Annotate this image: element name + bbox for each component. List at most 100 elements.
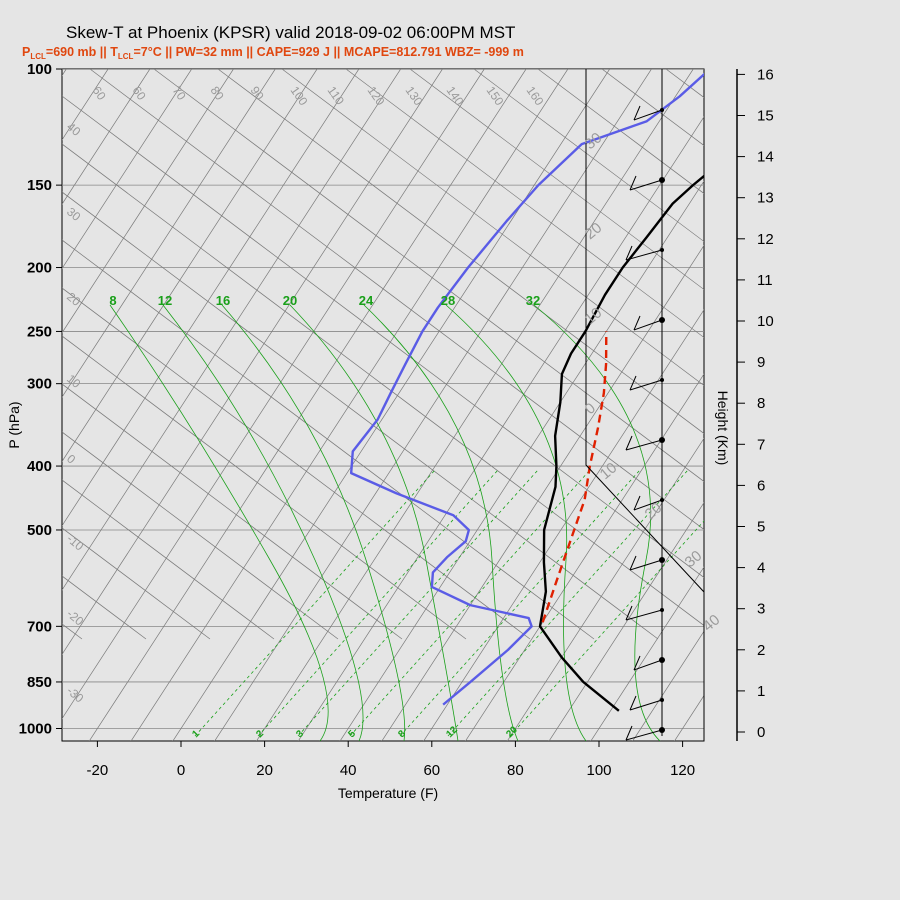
isotherm-line bbox=[506, 437, 704, 741]
wind-barb bbox=[625, 609, 663, 621]
wind-barb-flag bbox=[633, 495, 641, 511]
y-axis-label: P (hPa) bbox=[6, 401, 22, 448]
y-tick-label: 850 bbox=[27, 674, 52, 691]
wind-barb-flag bbox=[633, 655, 641, 671]
dry-adiabat-line bbox=[62, 335, 467, 640]
dry-adiabat-line bbox=[217, 69, 704, 434]
wind-barb-flag bbox=[629, 175, 637, 191]
x-tick-label: 60 bbox=[423, 762, 440, 779]
height-panel-border bbox=[585, 69, 705, 741]
isotherm-line bbox=[172, 69, 610, 741]
height-tick-label: 0 bbox=[757, 724, 765, 741]
x-tick-label: 40 bbox=[340, 762, 357, 779]
mixing-ratio-label: 32 bbox=[526, 293, 540, 308]
grid-lines bbox=[0, 69, 900, 742]
dry-adiabat-line bbox=[0, 69, 18, 639]
isotherm-line bbox=[757, 69, 900, 742]
isotherm-line bbox=[548, 502, 704, 741]
y-tick-label: 400 bbox=[27, 458, 52, 475]
isotherm-line bbox=[62, 69, 276, 398]
isotherm-line bbox=[62, 69, 151, 205]
x-tick-label: 20 bbox=[256, 762, 273, 779]
wind-barb bbox=[633, 659, 663, 671]
height-tick-label: 15 bbox=[757, 108, 774, 125]
isotherm-line bbox=[130, 69, 569, 741]
isotherm-line bbox=[214, 69, 652, 741]
y-tick-label: 100 bbox=[27, 61, 52, 78]
y-tick-label: 500 bbox=[27, 522, 52, 539]
wind-barb bbox=[629, 179, 663, 191]
isotherm-line bbox=[256, 69, 694, 741]
height-tick-label: 3 bbox=[757, 601, 765, 618]
moist-adiabat-line bbox=[221, 304, 406, 741]
wind-barb-flag bbox=[625, 245, 633, 261]
wind-barb bbox=[633, 319, 663, 331]
x-tick-label: 0 bbox=[177, 762, 185, 779]
isotherm-line bbox=[465, 373, 704, 741]
sounding-profile bbox=[349, 72, 704, 706]
height-tick-label: 8 bbox=[757, 395, 765, 412]
isotherm-line bbox=[674, 694, 704, 741]
isotherm-line bbox=[715, 69, 900, 742]
height-tick-label: 10 bbox=[757, 313, 774, 330]
x-tick-label: 100 bbox=[586, 762, 611, 779]
wind-barb bbox=[633, 499, 663, 511]
mixing-ratio-label: 16 bbox=[216, 293, 230, 308]
isotherm-line bbox=[62, 69, 443, 655]
dry-adiabat-line bbox=[730, 69, 900, 639]
dry-adiabat-line bbox=[345, 69, 704, 338]
y-tick-label: 150 bbox=[27, 177, 52, 194]
wind-barb-flag bbox=[629, 695, 637, 711]
isotherm-line bbox=[339, 180, 704, 741]
dry-adiabat-line bbox=[62, 191, 659, 640]
dry-adiabat-line bbox=[89, 69, 704, 530]
dry-adiabat-line bbox=[473, 69, 704, 242]
chart-subtitle: PLCL=690 mb || TLCL=7°C || PW=32 mm || C… bbox=[22, 45, 524, 61]
moist-adiabat-line bbox=[363, 304, 519, 741]
height-tick-label: 16 bbox=[757, 66, 774, 83]
wind-barb-flag bbox=[633, 105, 641, 121]
wind-barb-flag bbox=[629, 555, 637, 571]
plot-frame bbox=[61, 68, 705, 742]
wind-barb bbox=[629, 379, 663, 391]
dry-adiabat-line bbox=[62, 431, 339, 640]
dry-adiabat-line bbox=[153, 69, 704, 482]
wind-barb-flag bbox=[629, 375, 637, 391]
y-tick-label: 250 bbox=[27, 323, 52, 340]
chart-title: Skew-T at Phoenix (KPSR) valid 2018-09-0… bbox=[66, 23, 515, 42]
isotherm-line bbox=[62, 69, 401, 591]
mixing-ratio-label: 24 bbox=[359, 293, 374, 308]
moist-adiabat-line bbox=[162, 304, 364, 741]
dry-adiabat-line bbox=[62, 143, 704, 626]
parcel-trace bbox=[541, 331, 608, 623]
height-tick-label: 1 bbox=[757, 683, 765, 700]
dry-adiabat-line bbox=[62, 287, 531, 640]
x-tick-label: -20 bbox=[87, 762, 109, 779]
dry-adiabat-line bbox=[794, 69, 900, 639]
dry-adiabat-line bbox=[537, 69, 704, 194]
dry-adiabat-line bbox=[62, 527, 211, 640]
isotherm-line bbox=[423, 309, 704, 741]
height-tick-label: 12 bbox=[757, 231, 774, 248]
wind-barb bbox=[625, 729, 663, 741]
height-tick-label: 13 bbox=[757, 190, 774, 207]
isotherm-line bbox=[88, 69, 527, 741]
isotherm-line bbox=[62, 69, 234, 334]
plot-area bbox=[61, 68, 705, 742]
height-tick-label: 2 bbox=[757, 642, 765, 659]
moist-adiabat-line bbox=[533, 304, 661, 741]
wind-barb bbox=[633, 109, 663, 121]
wind-barb-flag bbox=[625, 605, 633, 621]
wind-barb bbox=[629, 559, 663, 571]
data-series bbox=[349, 72, 704, 712]
y-tick-label: 200 bbox=[27, 260, 52, 277]
mixing-ratio-label: 8 bbox=[109, 293, 116, 308]
height-tick-label: 14 bbox=[757, 149, 774, 166]
y-tick-label: 300 bbox=[27, 376, 52, 393]
height-axis-label: Height (Km) bbox=[715, 391, 731, 466]
dry-adiabat-line bbox=[858, 69, 900, 639]
wind-barb bbox=[625, 439, 663, 451]
dry-adiabat-line bbox=[62, 479, 275, 640]
sounding-profile bbox=[538, 174, 704, 712]
